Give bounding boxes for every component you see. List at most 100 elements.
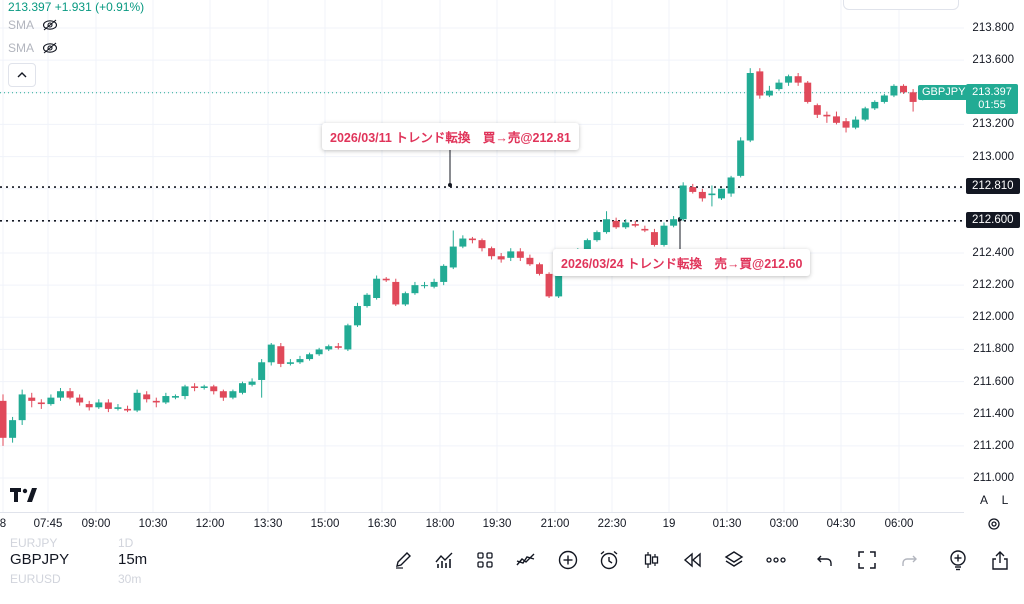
candle-body — [852, 119, 860, 128]
candle-body — [181, 386, 189, 397]
fullscreen-icon[interactable] — [854, 547, 880, 573]
price-tick-label: 212.400 — [972, 247, 1014, 259]
candle-body — [641, 228, 649, 231]
time-axis[interactable]: 8 07:45 09:00 10:30 12:00 13:30 15:00 16:30 18:0… — [0, 512, 964, 537]
candle-body — [631, 224, 639, 226]
candlestick-chart[interactable] — [0, 0, 964, 512]
current-price-tag: 213.397 01:55 — [966, 84, 1018, 114]
candle-body — [171, 396, 179, 398]
auto-scale-button[interactable]: A — [979, 493, 988, 507]
legend-change: +1.931 (+0.91%) — [54, 0, 145, 14]
replay-icon[interactable] — [680, 547, 706, 573]
candle-body — [756, 71, 764, 96]
candle-body — [612, 220, 620, 228]
settings-gear-icon[interactable] — [986, 516, 1002, 532]
candle-body — [583, 240, 591, 250]
candle-body — [622, 222, 630, 228]
time-tick-label: 01:30 — [712, 518, 742, 530]
candle-body — [823, 114, 831, 117]
candle-body — [698, 191, 706, 199]
candle-body — [56, 391, 64, 398]
candle-body — [650, 232, 658, 245]
time-tick-label: 18:00 — [425, 518, 455, 530]
candle-body — [746, 73, 754, 141]
candle-body — [143, 394, 151, 400]
candle-body — [737, 140, 745, 176]
candle-body — [162, 396, 170, 403]
add-idea-icon[interactable] — [945, 547, 971, 573]
time-tick-label: 03:00 — [769, 518, 799, 530]
candle-body — [890, 85, 898, 96]
candle-body — [880, 95, 888, 102]
next-symbol[interactable]: EURUSD — [10, 572, 61, 586]
candle-body — [813, 105, 821, 115]
candle-body — [679, 185, 687, 220]
pen-icon[interactable] — [390, 547, 416, 573]
candle-body — [603, 219, 611, 233]
candle-body — [296, 359, 304, 363]
candle-body — [421, 285, 429, 287]
prev-symbol[interactable]: EURJPY — [10, 536, 58, 550]
current-price: 213.397 — [972, 86, 1012, 98]
eye-off-icon[interactable] — [42, 42, 58, 54]
candle-body — [785, 76, 793, 83]
candle-body — [76, 397, 84, 403]
price-tick-label: 211.400 — [973, 407, 1014, 420]
candle-body — [219, 391, 227, 398]
level-tag-2: 212.600 — [966, 212, 1020, 228]
candle-body — [28, 397, 36, 401]
time-tick-label: 15:00 — [310, 518, 340, 530]
undo-icon[interactable] — [812, 547, 838, 573]
templates-icon[interactable] — [472, 547, 498, 573]
bottom-toolbar: EURJPY 1D GBPJPY 15m EURUSD 30m — [0, 536, 1024, 604]
indicators-icon[interactable] — [431, 547, 457, 573]
candle-body — [382, 278, 390, 281]
layers-icon[interactable] — [721, 547, 747, 573]
bar-style-icon[interactable] — [638, 547, 664, 573]
candle-body — [832, 116, 840, 123]
chart-area[interactable] — [0, 0, 964, 512]
candle-body — [239, 383, 246, 393]
add-icon[interactable] — [555, 547, 581, 573]
eye-off-icon[interactable] — [42, 19, 58, 31]
candle-body — [18, 394, 26, 421]
price-axis[interactable]: 213.800213.600213.400213.200213.000212.8… — [964, 0, 1024, 512]
candle-body — [267, 344, 275, 363]
candle-body — [47, 397, 55, 405]
candle-body — [373, 278, 381, 298]
indicator-label: SMA — [8, 41, 35, 55]
compare-icon[interactable] — [513, 547, 539, 573]
symbol-selector[interactable]: GBPJPY — [10, 551, 70, 568]
time-tick-label: 8 — [0, 518, 7, 530]
prev-timeframe[interactable]: 1D — [118, 536, 134, 550]
log-scale-button[interactable]: L — [1001, 493, 1009, 507]
timeframe-selector[interactable]: 15m — [118, 551, 148, 568]
candle-body — [440, 265, 448, 282]
candle-body — [210, 386, 218, 392]
candle-body — [526, 257, 534, 265]
candle-body — [66, 391, 74, 398]
more-icon[interactable] — [763, 547, 789, 573]
alert-icon[interactable] — [596, 547, 622, 573]
candle-body — [401, 293, 409, 305]
candle-body — [363, 294, 371, 307]
candle-body — [708, 193, 716, 196]
indicator-sma-2[interactable]: SMA — [8, 41, 58, 55]
annotation-trend-change-1[interactable]: 2026/03/11 トレンド転換 買→売@212.81 — [322, 123, 579, 150]
next-timeframe[interactable]: 30m — [118, 572, 142, 586]
candle-body — [900, 85, 908, 93]
price-tick-label: 211.800 — [973, 343, 1014, 356]
candle-body — [200, 386, 208, 388]
price-tick-label: 211.000 — [973, 472, 1014, 484]
legend-price: 213.397 — [8, 0, 52, 14]
annotation-trend-change-2[interactable]: 2026/03/24 トレンド転換 売→買@212.60 — [553, 249, 811, 276]
candle-body — [152, 400, 160, 403]
candle-body — [468, 238, 476, 241]
candle-body — [248, 381, 256, 385]
collapse-legend-button[interactable] — [8, 63, 36, 87]
candle-body — [497, 256, 505, 260]
indicator-sma-1[interactable]: SMA — [8, 18, 58, 32]
candle-body — [478, 240, 486, 249]
share-icon[interactable] — [987, 547, 1013, 573]
tradingview-logo[interactable] — [10, 486, 38, 507]
